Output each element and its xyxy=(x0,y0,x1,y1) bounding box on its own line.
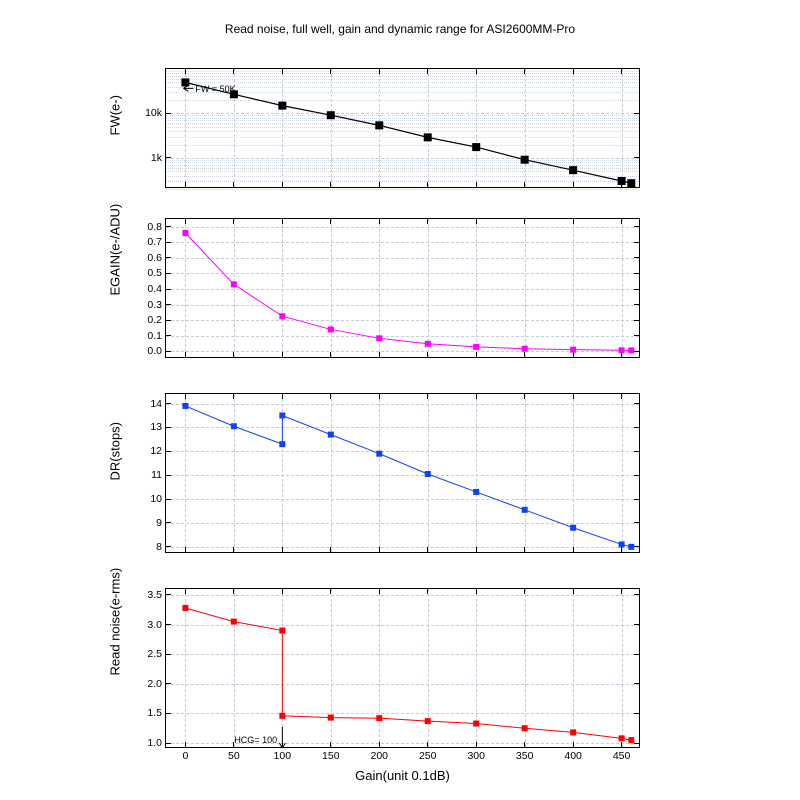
y-tick-label: 0.7 xyxy=(147,236,166,248)
x-tick-label: 200 xyxy=(370,747,388,762)
data-point xyxy=(328,326,334,332)
x-tick-label: 400 xyxy=(564,747,582,762)
data-point xyxy=(570,729,576,735)
data-point xyxy=(376,335,382,341)
data-point xyxy=(627,179,635,187)
data-point xyxy=(473,489,479,495)
x-tick-label: 250 xyxy=(419,747,437,762)
y-axis-label: EGAIN(e-/ADU) xyxy=(108,280,123,296)
y-tick-label: 2.5 xyxy=(147,648,166,660)
data-point xyxy=(618,177,626,185)
data-point xyxy=(328,432,334,438)
data-point xyxy=(522,346,528,352)
data-point xyxy=(473,344,479,350)
data-point xyxy=(182,403,188,409)
data-point xyxy=(619,541,625,547)
y-tick-label: 1k xyxy=(151,152,166,164)
data-point xyxy=(570,347,576,353)
y-tick-label: 0.2 xyxy=(147,314,166,326)
x-axis-label: Gain(unit 0.1dB) xyxy=(165,768,640,783)
y-tick-label: 8 xyxy=(156,541,166,553)
data-point xyxy=(279,627,285,633)
annotation-fw: FW = 50K xyxy=(195,84,235,94)
y-tick-label: 13 xyxy=(150,421,166,433)
x-tick-label: 0 xyxy=(182,747,188,762)
data-point xyxy=(619,347,625,353)
y-tick-label: 11 xyxy=(151,469,166,481)
data-point xyxy=(569,166,577,174)
y-tick-label: 0.0 xyxy=(147,345,166,357)
y-tick-label: 0.4 xyxy=(147,283,166,295)
x-tick-label: 150 xyxy=(322,747,340,762)
panel-rn: Read noise(e-rms) 1.01.52.02.53.03.505010… xyxy=(0,588,800,748)
y-axis-label: FW(e-) xyxy=(108,120,123,136)
data-point xyxy=(231,423,237,429)
data-point xyxy=(376,451,382,457)
y-tick-label: 0.1 xyxy=(147,330,166,342)
data-point xyxy=(231,281,237,287)
data-point xyxy=(425,341,431,347)
y-axis-label: Read noise(e-rms) xyxy=(108,660,123,676)
x-tick-label: 300 xyxy=(467,747,485,762)
series-egain xyxy=(166,219,641,359)
y-tick-label: 0.5 xyxy=(147,267,166,279)
panel-fw: FW(e-)1k10kFW = 50K xyxy=(0,68,800,188)
y-tick-label: 1.5 xyxy=(147,707,166,719)
data-point xyxy=(425,718,431,724)
series-fw xyxy=(166,69,641,189)
data-point xyxy=(231,619,237,625)
series-rn xyxy=(166,589,641,749)
data-point xyxy=(628,347,634,353)
plot-area: 891011121314 xyxy=(165,393,640,553)
data-point xyxy=(628,737,634,743)
y-tick-label: 9 xyxy=(156,517,166,529)
data-point xyxy=(472,143,480,151)
data-point xyxy=(279,441,285,447)
data-point xyxy=(619,735,625,741)
data-point xyxy=(279,412,285,418)
data-point xyxy=(425,471,431,477)
y-tick-label: 2.0 xyxy=(147,678,166,690)
data-point xyxy=(376,715,382,721)
data-point xyxy=(473,721,479,727)
y-tick-label: 10 xyxy=(150,493,166,505)
data-point xyxy=(628,544,634,550)
y-tick-label: 12 xyxy=(150,445,166,457)
data-point xyxy=(182,230,188,236)
annotation-hcg: HCG= 100 xyxy=(234,735,277,745)
data-point xyxy=(521,156,529,164)
data-point xyxy=(278,102,286,110)
y-tick-label: 3.5 xyxy=(147,589,166,601)
data-point xyxy=(328,715,334,721)
x-tick-label: 100 xyxy=(274,747,292,762)
data-point xyxy=(424,133,432,141)
x-tick-label: 450 xyxy=(613,747,631,762)
y-tick-label: 3.0 xyxy=(147,619,166,631)
y-tick-label: 1.0 xyxy=(147,737,166,749)
data-point xyxy=(375,121,383,129)
y-tick-label: 0.6 xyxy=(147,252,166,264)
data-point xyxy=(182,605,188,611)
x-tick-label: 50 xyxy=(228,747,240,762)
series-dr xyxy=(166,394,641,554)
plot-area: 1k10kFW = 50K xyxy=(165,68,640,188)
plot-area: 1.01.52.02.53.03.50501001502002503003504… xyxy=(165,588,640,748)
y-tick-label: 0.3 xyxy=(147,299,166,311)
y-tick-label: 14 xyxy=(150,398,166,410)
data-point xyxy=(570,525,576,531)
plot-area: 0.00.10.20.30.40.50.60.70.8 xyxy=(165,218,640,358)
y-axis-label: DR(stops) xyxy=(108,465,123,481)
panel-egain: EGAIN(e-/ADU)0.00.10.20.30.40.50.60.70.8 xyxy=(0,218,800,358)
data-point xyxy=(279,313,285,319)
panel-dr: DR(stops)891011121314 xyxy=(0,393,800,553)
y-tick-label: 0.8 xyxy=(147,221,166,233)
x-tick-label: 350 xyxy=(516,747,534,762)
data-point xyxy=(279,713,285,719)
chart-figure: Read noise, full well, gain and dynamic … xyxy=(0,0,800,800)
data-point xyxy=(522,507,528,513)
data-point xyxy=(522,725,528,731)
y-tick-label: 10k xyxy=(145,107,166,119)
chart-title: Read noise, full well, gain and dynamic … xyxy=(0,22,800,36)
data-point xyxy=(327,111,335,119)
